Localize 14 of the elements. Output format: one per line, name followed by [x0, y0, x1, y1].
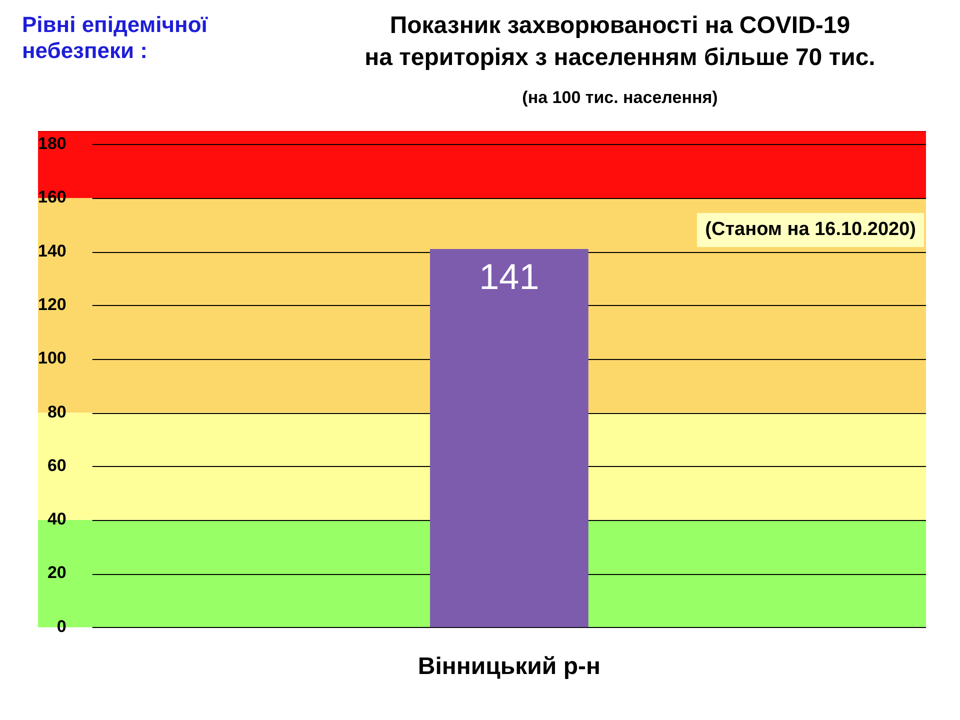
- annotation: (Станом на 16.10.2020): [697, 213, 924, 247]
- y-tick-label: 60: [47, 456, 66, 475]
- chart-title: Показник захворюваності на COVID-19 на територіях з населенням більше 70 тис.: [364, 11, 876, 73]
- y-tick-label: 100: [38, 348, 66, 368]
- y-tick-label: 20: [47, 563, 66, 582]
- x-tick-label: Вінницький р-н: [418, 653, 600, 680]
- data-label: 141: [479, 256, 540, 297]
- y-tick-label: 140: [38, 241, 66, 260]
- y-tick-label: 120: [38, 295, 66, 314]
- text: Рівні епідемічної небезпеки :: [22, 12, 209, 64]
- chart-subtitle: (на 100 тис. населення): [521, 88, 719, 108]
- y-tick-label: 40: [47, 510, 66, 529]
- y-tick-label: 180: [38, 134, 66, 154]
- y-tick-label: 80: [47, 402, 66, 422]
